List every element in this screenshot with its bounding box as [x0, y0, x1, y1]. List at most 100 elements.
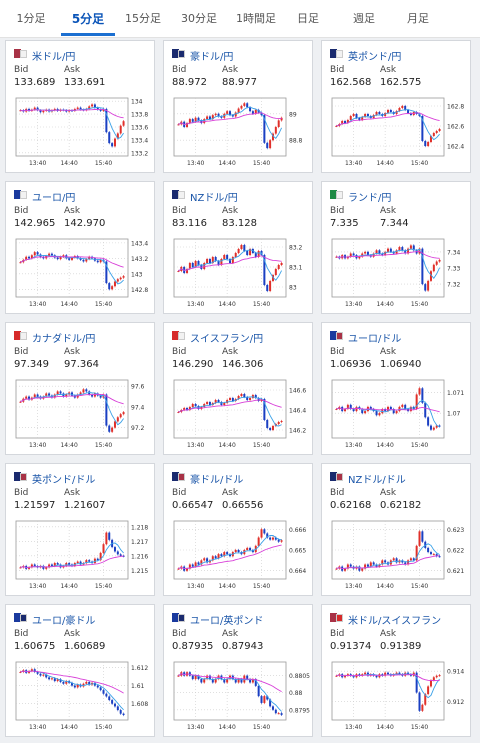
- currency-pair-name[interactable]: NZドル/ドル: [348, 475, 406, 486]
- ma-long-line: [20, 256, 124, 268]
- timeframe-tabs: 1分足 5分足 15分足 30分足 1時間足 日足 週足 月足: [0, 0, 480, 38]
- rate-card[interactable]: NZドル/ドル Bid Ask 0.62168 0.62182 0.623 0.622 0.6…: [321, 463, 471, 596]
- candle-body: [409, 245, 412, 249]
- currency-pair-name[interactable]: 英ポンド/ドル: [32, 475, 96, 486]
- candle-body: [99, 552, 102, 561]
- currency-pair-name[interactable]: ユーロ/ドル: [348, 334, 402, 345]
- candlestick-chart[interactable]: 0.914 0.912 13:40 14:40 15:40: [328, 660, 468, 732]
- tab-1hour[interactable]: 1時間足: [236, 12, 276, 25]
- rate-card[interactable]: ユーロ/英ポンド Bid Ask 0.87935 0.87943 0.8805 0.88 0.…: [163, 604, 313, 737]
- candle-body: [28, 396, 31, 400]
- x-tick-label: 15:40: [411, 442, 428, 449]
- candle-body: [188, 119, 191, 124]
- candlestick-chart[interactable]: 0.666 0.665 0.664 13:40 14:40 15:40: [170, 519, 310, 591]
- candlestick-chart[interactable]: 134 133.8 133.6 133.4 133.2 13:40 14:40 15:40: [12, 96, 152, 168]
- rate-card[interactable]: 豪ドル/ドル Bid Ask 0.66547 0.66556 0.666 0.665 0.66…: [163, 463, 313, 596]
- x-tick-label: 13:40: [29, 160, 46, 167]
- candle-body: [197, 261, 200, 265]
- candle-body: [386, 672, 390, 675]
- candle-body: [421, 531, 424, 542]
- rate-card[interactable]: ユーロ/円 Bid Ask 142.965 142.970 143.4 143.2 143 14…: [5, 181, 155, 314]
- rate-card[interactable]: ランド/円 Bid Ask 7.335 7.344 7.34 7.33 7.32 13:40 14…: [321, 181, 471, 314]
- candlestick-chart[interactable]: 0.623 0.622 0.621 13:40 14:40 15:40: [328, 519, 468, 591]
- tab-monthly[interactable]: 月足: [407, 12, 429, 25]
- currency-pair-name[interactable]: NZドル/円: [190, 193, 238, 204]
- currency-flag-icon: [330, 49, 343, 58]
- candle-body: [375, 250, 378, 254]
- candlestick-chart[interactable]: 1.071 1.07 13:40 14:40 15:40: [328, 378, 468, 450]
- candlestick-chart[interactable]: 0.8805 0.88 0.8795 13:40 14:40 15:40: [170, 660, 310, 732]
- tab-1min[interactable]: 1分足: [16, 12, 46, 25]
- candlestick-chart[interactable]: 89 88.8 13:40 14:40 15:40: [170, 96, 310, 168]
- currency-pair-name[interactable]: ユーロ/円: [32, 193, 76, 204]
- candlestick-chart[interactable]: 143.4 143.2 143 142.8 13:40 14:40 15:40: [12, 237, 152, 309]
- candle-body: [421, 704, 424, 711]
- bid-label: Bid: [14, 65, 29, 75]
- candlestick-chart[interactable]: 97.6 97.4 97.2 13:40 14:40 15:40: [12, 378, 152, 450]
- currency-pair-name[interactable]: スイスフラン/円: [190, 334, 264, 345]
- rate-card[interactable]: カナダドル/円 Bid Ask 97.349 97.364 97.6 97.4 97.2 13:…: [5, 322, 155, 455]
- candle-body: [438, 425, 441, 427]
- y-tick-label: 133.8: [131, 112, 148, 119]
- currency-pair-name[interactable]: 英ポンド/円: [348, 52, 402, 63]
- chart-svg: 0.666 0.665 0.664 13:40 14:40 15:40: [173, 520, 306, 590]
- candle-body: [401, 106, 404, 108]
- candle-body: [122, 713, 125, 716]
- rate-card[interactable]: 英ポンド/円 Bid Ask 162.568 162.575 162.8 162.6 162.…: [321, 40, 471, 173]
- candle-body: [269, 281, 272, 291]
- currency-pair-name[interactable]: 豪ドル/円: [190, 52, 234, 63]
- chart-svg: 89 88.8 13:40 14:40 15:40: [173, 97, 303, 167]
- rate-card[interactable]: 米ドル/スイスフラン Bid Ask 0.91374 0.91389 0.914 0.912…: [321, 604, 471, 737]
- candle-body: [19, 110, 22, 112]
- candle-body: [398, 672, 401, 675]
- candle-body: [99, 259, 102, 263]
- rate-card[interactable]: 英ポンド/ドル Bid Ask 1.21597 1.21607 1.218 1.217 1.2…: [5, 463, 155, 596]
- currency-pair-name[interactable]: 米ドル/スイスフラン: [348, 616, 442, 627]
- tab-daily[interactable]: 日足: [297, 12, 319, 25]
- x-tick-label: 13:40: [345, 442, 362, 449]
- ask-value: 0.66556: [222, 500, 264, 511]
- tab-30min[interactable]: 30分足: [181, 12, 217, 25]
- candle-body: [384, 251, 387, 256]
- rate-card[interactable]: スイスフラン/円 Bid Ask 146.290 146.306 146.6 146.4 14…: [163, 322, 313, 455]
- candlestick-chart[interactable]: 83.2 83.1 83 13:40 14:40 15:40: [170, 237, 310, 309]
- tab-15min[interactable]: 15分足: [125, 12, 161, 25]
- candle-body: [237, 679, 240, 683]
- currency-pair-name[interactable]: ユーロ/豪ドル: [32, 616, 96, 627]
- rate-card[interactable]: ユーロ/ドル Bid Ask 1.06936 1.06940 1.071 1.07 13:40…: [321, 322, 471, 455]
- candle-body: [424, 402, 427, 418]
- candle-body: [346, 404, 349, 409]
- currency-pair-name[interactable]: 米ドル/円: [32, 52, 76, 63]
- candlestick-chart[interactable]: 146.6 146.4 146.2 13:40 14:40 15:40: [170, 378, 310, 450]
- candlestick-chart[interactable]: 7.34 7.33 7.32 13:40 14:40 15:40: [328, 237, 468, 309]
- y-tick-label: 1.215: [131, 568, 148, 575]
- currency-pair-name[interactable]: ランド/円: [348, 193, 392, 204]
- tab-5min[interactable]: 5分足: [71, 12, 105, 26]
- candle-body: [19, 262, 22, 264]
- candle-body: [82, 259, 85, 262]
- bid-value: 7.335: [330, 218, 359, 229]
- rate-card[interactable]: 米ドル/円 Bid Ask 133.689 133.691 134 133.8 133.6 13…: [5, 40, 155, 173]
- bid-label: Bid: [330, 65, 345, 75]
- rate-card[interactable]: 豪ドル/円 Bid Ask 88.972 88.977 89 88.8 13:40 14:40 1…: [163, 40, 313, 173]
- candlestick-chart[interactable]: 162.8 162.6 162.4 13:40 14:40 15:40: [328, 96, 468, 168]
- candlestick-chart[interactable]: 1.218 1.217 1.216 1.215 13:40 14:40 15:40: [12, 519, 152, 591]
- y-tick-label: 0.666: [289, 527, 306, 534]
- candle-body: [260, 696, 263, 703]
- candle-body: [188, 564, 191, 569]
- candlestick-chart[interactable]: 1.612 1.61 1.608 13:40 14:40 15:40: [12, 660, 152, 732]
- candle-body: [105, 532, 108, 545]
- candle-body: [186, 269, 189, 273]
- x-tick-label: 13:40: [187, 160, 204, 167]
- chart-svg: 162.8 162.6 162.4 13:40 14:40 15:40: [331, 97, 464, 167]
- tab-weekly[interactable]: 週足: [353, 12, 375, 25]
- rate-card-grid: 米ドル/円 Bid Ask 133.689 133.691 134 133.8 133.6 13…: [0, 38, 480, 743]
- currency-pair-name[interactable]: 豪ドル/ドル: [190, 475, 244, 486]
- candle-body: [257, 251, 260, 257]
- rate-card[interactable]: NZドル/円 Bid Ask 83.116 83.128 83.2 83.1 83 13:40 1…: [163, 181, 313, 314]
- currency-pair-name[interactable]: カナダドル/円: [32, 334, 96, 345]
- y-tick-label: 1.071: [447, 390, 464, 397]
- rate-card[interactable]: ユーロ/豪ドル Bid Ask 1.60675 1.60689 1.612 1.61 1.60…: [5, 604, 155, 737]
- candle-body: [234, 112, 237, 117]
- currency-pair-name[interactable]: ユーロ/英ポンド: [190, 616, 264, 627]
